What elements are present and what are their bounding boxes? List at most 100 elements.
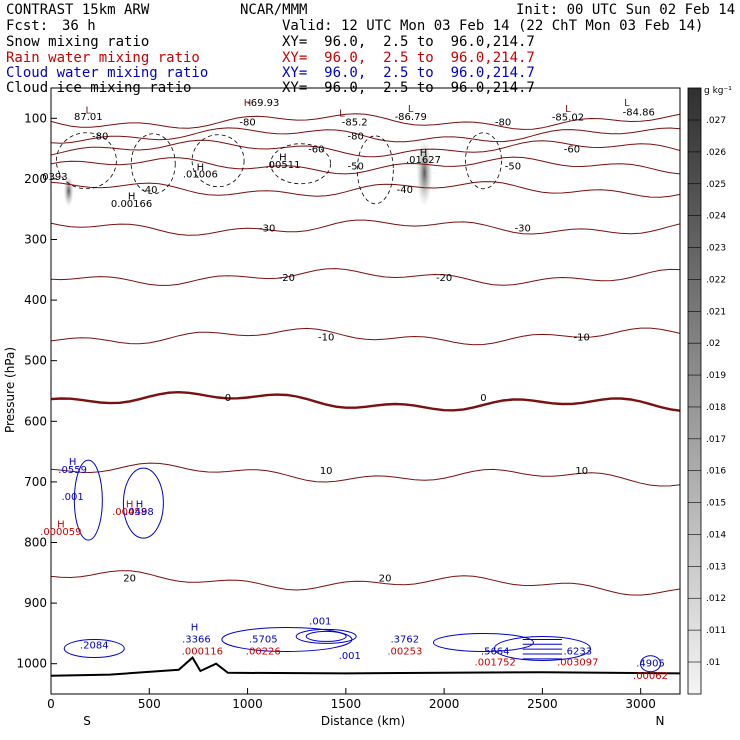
x-axis-label: Distance (km) [321,714,405,728]
left-endpoint: S [83,714,91,728]
field-name-rain: Rain water mixing ratio [6,50,200,66]
cloud-ice-contour [356,135,394,205]
temperature-contour-label: 0 [225,393,231,404]
temperature-contour-label: 10 [320,466,333,477]
temperature-contour [51,113,680,130]
temperature-contour [51,127,680,144]
cloud-water-contour [432,632,534,652]
field-annotation: .00511 [265,160,300,171]
field-annotation: .01006 [183,170,218,181]
field-annotation: L [565,104,571,115]
temperature-contour-label: -30 [259,223,275,234]
field-annotation: .00062 [633,671,668,682]
field-annotation: -69.93 [247,98,279,109]
field-xy-rain: XY= 96.0, 2.5 to 96.0,214.7 [282,50,535,66]
cloud-water-contour [221,626,353,652]
cloud-water-contour [305,630,347,642]
field-name-snow: Snow mixing ratio [6,34,150,50]
field-annotation: 87.01 [74,112,103,123]
y-tick-label: 600 [24,414,47,428]
temperature-contour-label: 0 [480,393,486,404]
field-annotation: H [128,192,136,203]
temperature-contour [51,462,680,487]
cloud-ice-contour [465,132,502,190]
field-annotation: .3366 [182,634,211,645]
y-tick-label: 500 [24,354,47,368]
plot-area: -80 -80 -80 -80 -60 -60 -50 -50 -40 -40 -30 -30 -20 -… [51,113,680,677]
x-tick-label: 1000 [232,697,263,711]
field-annotation: H [126,499,134,510]
temperature-contour-label: -50 [348,162,364,173]
temperature-contour [51,181,680,198]
y-tick-label: 800 [24,536,47,550]
field-annotation: H [57,519,65,530]
cloud-ice-contour [191,134,245,188]
temperature-contour-label: -80 [239,117,255,128]
y-axis-label: Pressure (hPa) [3,347,17,433]
colorbar-label: .01 [706,658,720,668]
cloud-ice-contour [130,133,176,195]
field-annotation: .5664 [481,647,510,658]
colorbar-label: .021 [706,307,726,317]
colorbar-label: .011 [706,626,726,636]
field-annotation: .0498 [125,507,154,518]
colorbar-label: .014 [706,530,726,540]
field-annotation: .2084 [80,641,109,652]
right-endpoint: N [656,714,665,728]
colorbar-label: .024 [706,212,726,222]
field-annotation: H [244,98,252,109]
temperature-contour [51,268,680,286]
field-annotation: .001752 [475,658,516,669]
field-annotation: .001 [309,616,331,627]
field-annotation: .00458 [112,507,147,518]
temperature-contour-label: 20 [379,574,392,585]
temperature-contour-label: -80 [348,131,364,142]
cloud-water-contour [640,655,662,673]
cloud-water-contour [73,459,103,541]
field-annotation: .5705 [249,634,278,645]
temperature-contour-label: -80 [92,131,108,142]
field-name-cloud-water: Cloud water mixing ratio [6,65,209,81]
field-annotation: H [69,457,77,468]
field-annotation: H [420,148,428,159]
temperature-contour-label: -10 [318,332,334,343]
field-annotation: .0559 [58,465,87,476]
x-tick-label: 2000 [429,697,460,711]
field-xy-snow: XY= 96.0, 2.5 to 96.0,214.7 [282,34,535,50]
field-annotation: L [86,105,92,116]
snow-shading [416,138,433,207]
field-xy-cloud-water: XY= 96.0, 2.5 to 96.0,214.7 [282,65,535,81]
colorbar-label: .026 [706,148,726,158]
y-tick-label: 400 [24,293,47,307]
temperature-contour [51,570,680,596]
field-annotation: H [197,162,205,173]
colorbar-label: .027 [706,116,726,126]
field-annotation: H [191,622,199,633]
valid-time: Valid: 12 UTC Mon 03 Feb 14 (22 ChT Mon … [282,18,704,34]
colorbar: g kg⁻¹ .01 .011 .012 .013 .014 .015 .016 .017 .0… [687,86,732,695]
field-annotation: .00226 [246,647,281,658]
colorbar-label: .018 [706,403,726,413]
snow-shading [63,175,74,208]
field-annotation: L [408,104,414,115]
field-annotation: L [624,98,630,109]
y-tick-label: 900 [24,596,47,610]
colorbar-label: .015 [706,499,726,509]
colorbar-label: .013 [706,562,726,572]
x-tick-label: 0 [47,697,55,711]
temperature-contour-label: -50 [505,162,521,173]
y-tick-label: 700 [24,475,47,489]
axes: 0 500 1000 1500 2000 2500 30001002003004005006… [16,111,656,711]
colorbar-label: .019 [706,371,726,381]
temperature-contour [51,156,680,175]
field-annotation: .003097 [557,658,598,669]
cloud-water-contour [122,467,164,539]
field-annotation: H [136,499,144,510]
temperature-contour [51,390,680,412]
field-annotation: .000116 [182,647,223,658]
colorbar-label: .025 [706,180,726,190]
colorbar-label: .022 [706,275,726,285]
x-tick-label: 3000 [625,697,656,711]
field-annotation: H [279,153,287,164]
